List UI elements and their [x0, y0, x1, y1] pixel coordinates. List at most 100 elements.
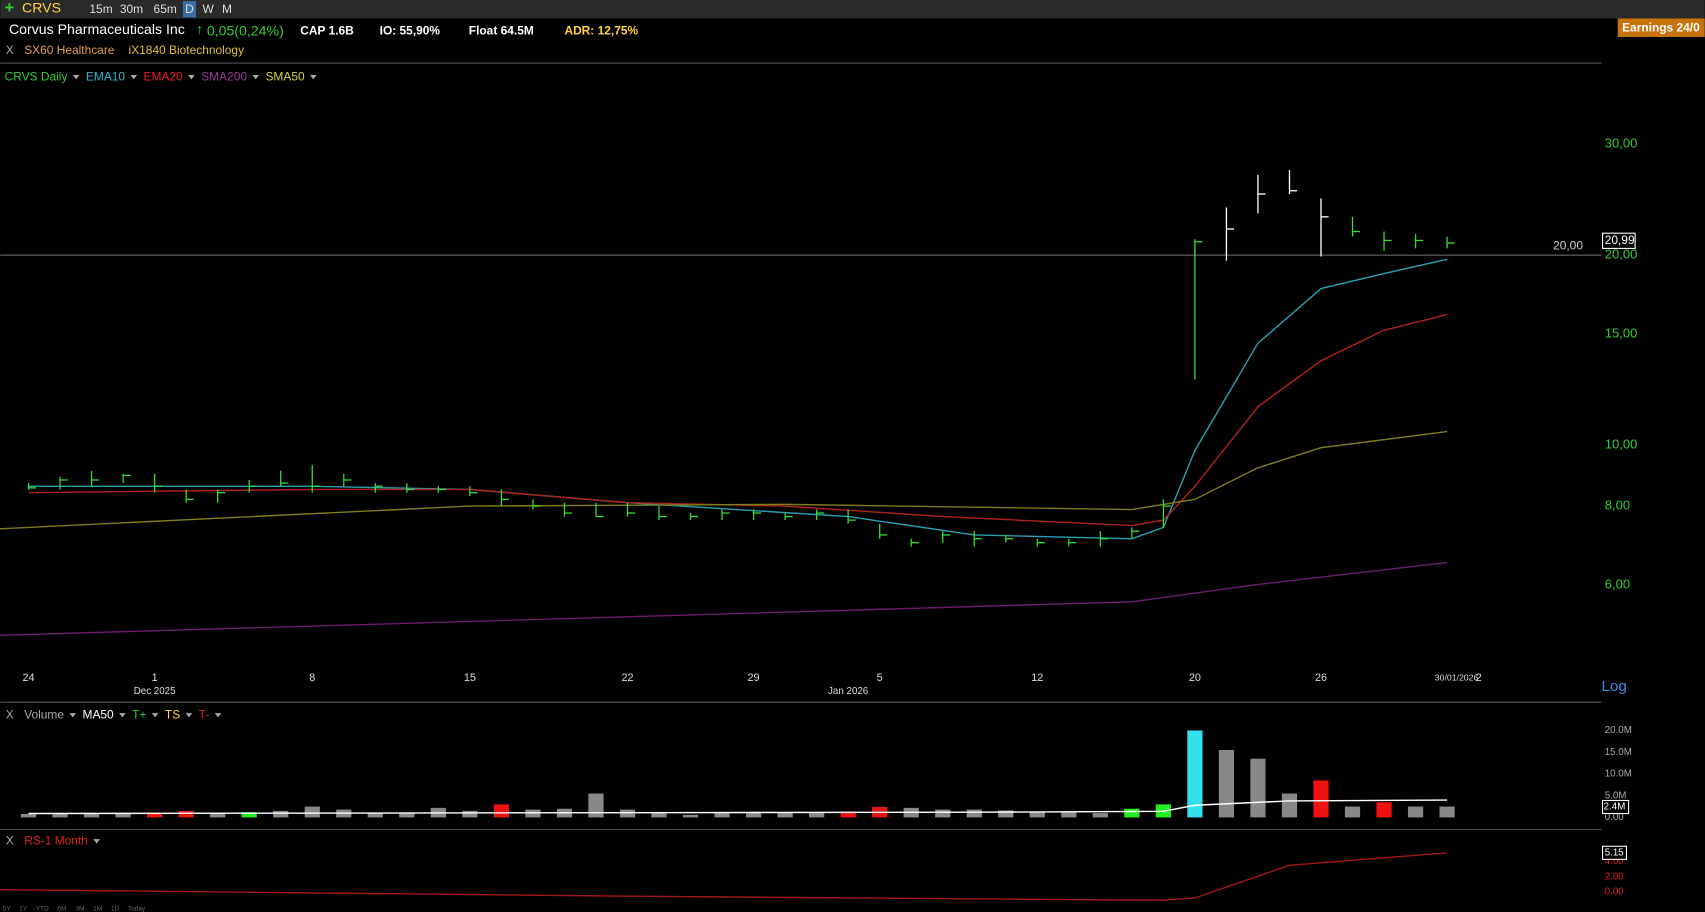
- volume-bar: [1218, 750, 1235, 818]
- dropdown-icon: [252, 75, 259, 80]
- x-tick-label: Jan 2026: [828, 686, 868, 697]
- dropdown-icon: [151, 713, 159, 718]
- rs-line: [0, 852, 1448, 901]
- range-button[interactable]: 1D: [111, 905, 120, 912]
- interval[interactable]: W: [202, 2, 214, 16]
- volume-bar: [1313, 780, 1329, 818]
- legend-entry[interactable]: Volume: [24, 707, 64, 721]
- legend-entry[interactable]: EMA10: [86, 69, 126, 83]
- volume-bar: [367, 813, 383, 818]
- x-tick-label: 8: [309, 672, 315, 684]
- volume-bar: [210, 813, 226, 818]
- dropdown-icon: [72, 75, 80, 80]
- volume-pane: 20.0M 15.0M 10.0M 5.0M 0.002.4M X Volume MA50 T+…: [6, 707, 1632, 823]
- interval[interactable]: M: [222, 2, 232, 16]
- volume-bar: [588, 793, 604, 818]
- scale-button[interactable]: Log: [1601, 678, 1626, 695]
- x-tick-label: 26: [1315, 672, 1327, 684]
- volume-bar: [1092, 813, 1108, 818]
- volume-bar: [1376, 802, 1392, 818]
- y-tick-label: 10,00: [1605, 436, 1638, 451]
- volume-bar: [714, 812, 730, 818]
- interval[interactable]: D: [185, 2, 194, 16]
- volume-bar: [20, 813, 37, 818]
- reference-label: 20,00: [1553, 239, 1583, 253]
- legend-entry[interactable]: RS-1 Month: [24, 834, 88, 848]
- legend-entry[interactable]: CRVS Daily: [5, 69, 68, 83]
- last-rs-label: 5.15: [1605, 847, 1625, 858]
- y-tick-label: 20.0M: [1605, 725, 1632, 736]
- legend-entry[interactable]: SMA200: [201, 69, 247, 83]
- last-volume-box: [1601, 799, 1630, 815]
- volume-bar: [304, 806, 320, 818]
- interval[interactable]: 15m: [89, 2, 112, 16]
- volume-bar: [966, 809, 982, 818]
- x-tick-label: 1: [152, 672, 158, 684]
- range-button[interactable]: Today: [128, 905, 146, 912]
- legend-entry[interactable]: SMA50: [265, 69, 305, 83]
- range-button[interactable]: 6M: [58, 905, 67, 912]
- dropdown-icon: [310, 75, 317, 80]
- last-price-label: 20,99: [1605, 233, 1635, 247]
- range-button[interactable]: 5Y: [2, 905, 11, 912]
- y-tick-label: 8,00: [1605, 498, 1630, 513]
- sector[interactable]: SX60 Healthcare: [24, 43, 115, 57]
- volume-bar: [83, 813, 100, 818]
- volume-bar: [1250, 758, 1266, 818]
- range-button[interactable]: 1M: [93, 905, 102, 912]
- x-tick-label: 2: [1476, 672, 1482, 684]
- dropdown-icon: [119, 713, 126, 718]
- close-button[interactable]: X: [6, 43, 14, 57]
- last-volume-label: 2.4M: [1604, 802, 1626, 813]
- add-icon[interactable]: +: [5, 0, 15, 17]
- y-tick-label: 6,00: [1605, 576, 1630, 591]
- x-tick-label: 29: [748, 672, 760, 684]
- volume-bar: [651, 813, 667, 818]
- volume-average: [28, 799, 1448, 815]
- x-tick-label: 12: [1031, 672, 1043, 684]
- y-tick-label: 0.00: [1605, 812, 1625, 823]
- y-tick-label: 0.00: [1605, 886, 1625, 897]
- range-button[interactable]: 1Y: [19, 905, 28, 912]
- close-button[interactable]: X: [6, 834, 14, 848]
- range-button[interactable]: YTD: [36, 905, 49, 912]
- legend-entry[interactable]: T-: [199, 707, 210, 721]
- y-tick-label: 15,00: [1605, 325, 1638, 340]
- industry[interactable]: iX1840 Biotechnology: [129, 43, 245, 57]
- volume-bar: [745, 811, 762, 818]
- volume-bar: [935, 809, 951, 818]
- volume-bar: [1281, 793, 1298, 818]
- moving-average: [0, 561, 1448, 636]
- rs-pane: 4.00 2.00 0.00 5.15 X RS-1 Month: [0, 834, 1627, 901]
- volume-bar: [399, 813, 415, 818]
- legend-entry[interactable]: T+: [132, 707, 146, 721]
- volume-bar: [1344, 806, 1361, 818]
- y-tick-label: 20,00: [1605, 247, 1638, 262]
- volume-bar: [840, 811, 856, 818]
- close-button[interactable]: X: [6, 707, 14, 721]
- volume-bar: [1407, 806, 1424, 818]
- x-tick-label: 5: [877, 672, 883, 684]
- legend-entry[interactable]: MA50: [83, 707, 115, 721]
- range-bar: 5Y 1Y YTD 6M 3M 1M 1D Today: [2, 905, 146, 912]
- dropdown-icon: [188, 75, 195, 80]
- x-tick-label: 15: [464, 672, 476, 684]
- dropdown-icon: [214, 713, 222, 718]
- legend-entry[interactable]: TS: [165, 707, 180, 721]
- x-tick-label: 30/01/2026: [1435, 673, 1479, 683]
- interval-active: [182, 1, 196, 18]
- range-button[interactable]: 3M: [75, 905, 84, 912]
- earnings[interactable]: Earnings 24/0: [1622, 20, 1700, 34]
- volume-bar: [52, 813, 68, 818]
- interval[interactable]: 30m: [120, 2, 143, 16]
- symbol[interactable]: CRVS: [22, 0, 61, 15]
- cap: CAP 1.6B: [300, 24, 354, 38]
- legend-entry[interactable]: EMA20: [144, 69, 184, 83]
- dropdown-icon: [69, 713, 76, 718]
- x-tick-label: Dec 2025: [134, 686, 176, 697]
- volume-bar: [809, 812, 825, 818]
- interval[interactable]: 65m: [154, 2, 177, 16]
- dropdown-icon: [93, 839, 100, 844]
